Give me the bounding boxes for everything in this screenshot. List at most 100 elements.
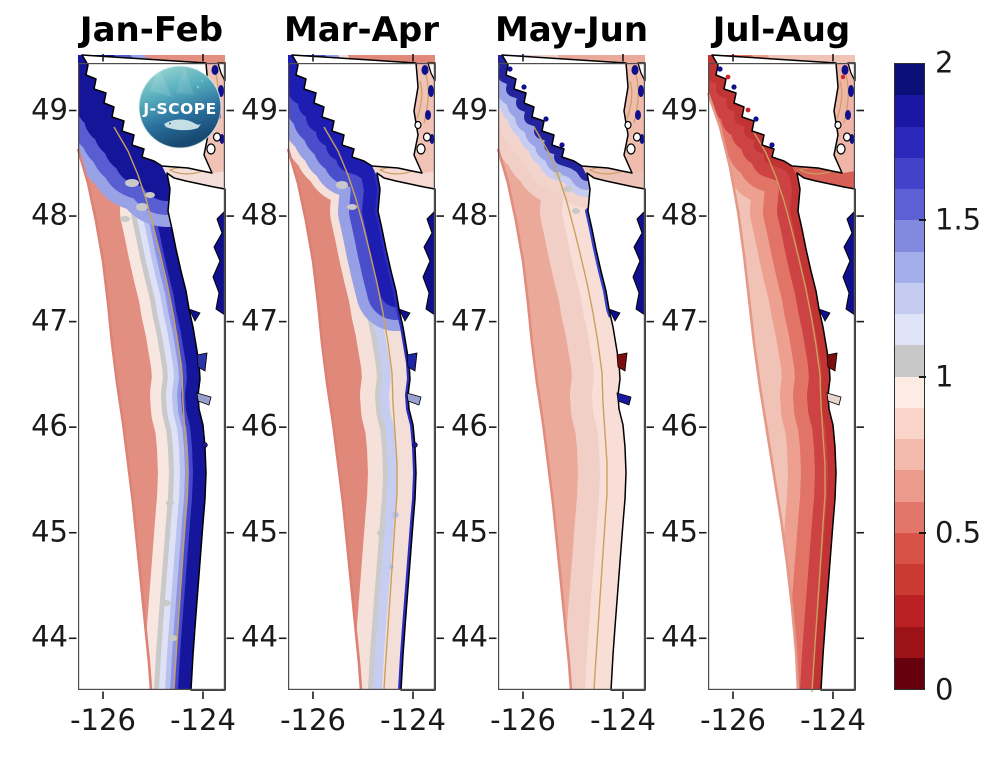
tillamook-bay [412, 442, 418, 448]
y-tick-label: 49 [661, 91, 698, 126]
y-tick-label: 49 [451, 91, 488, 126]
x-tick-label: -126 [490, 703, 556, 737]
colorbar-segment [895, 251, 924, 283]
island [624, 120, 632, 130]
y-tick-label: 44 [31, 619, 68, 654]
x-tick-label: -124 [170, 703, 236, 737]
x-tick-label: -126 [280, 703, 346, 737]
island [422, 132, 432, 142]
y-tick-label: 46 [661, 408, 698, 443]
colorbar-tick-label: 0.5 [935, 515, 982, 550]
island [836, 143, 846, 155]
fjord-water [717, 66, 723, 72]
x-tick-label: -124 [380, 703, 446, 737]
inlet-water [211, 65, 219, 75]
colorbar-segment [895, 657, 924, 689]
colorbar-segment [895, 189, 924, 221]
panel-title: Mar-Apr [283, 10, 440, 50]
x-tick-label: -124 [800, 703, 866, 737]
y-tick-label: 46 [31, 408, 68, 443]
island [212, 132, 222, 142]
colorbar-segment [895, 501, 924, 533]
field-patch [563, 186, 573, 192]
field-patch [145, 192, 155, 198]
contour-line [751, 128, 826, 693]
willapa-bay [196, 352, 208, 372]
field-patch [572, 208, 580, 214]
contour-line [533, 126, 608, 691]
y-tick-label: 45 [451, 514, 488, 549]
colorbar-segment [895, 220, 924, 252]
hood-canal-water [212, 209, 226, 316]
island [414, 120, 422, 130]
georgia-contour [836, 74, 849, 124]
island [632, 132, 642, 142]
panel-border [708, 63, 856, 690]
panel-border [498, 63, 646, 690]
panel-border [78, 63, 226, 690]
colorbar-tick-label: 1 [935, 359, 954, 393]
y-tick-label: 46 [241, 408, 278, 443]
coastal-map-may-jun [489, 54, 654, 699]
panel-title: Jul-Aug [712, 10, 851, 50]
columbia-estuary [196, 392, 212, 406]
fish-icon [164, 119, 201, 131]
field-patch [336, 181, 348, 189]
y-tick-label: 49 [31, 91, 68, 126]
inlet-water [428, 85, 434, 97]
y-tick-label: 49 [241, 91, 278, 126]
tick-marks [489, 54, 654, 699]
y-tick-label: 45 [241, 514, 278, 549]
vancouver-island-land [291, 54, 423, 174]
coastal-map-jul-aug [699, 54, 864, 699]
panel-border [288, 63, 436, 690]
x-tick-label: -126 [700, 703, 766, 737]
colorbar-tick-label: 2 [935, 45, 954, 80]
x-tick-label: -124 [590, 703, 656, 737]
vancouver-island-land [501, 54, 633, 174]
inlet-water [845, 110, 851, 120]
grays-harbor [398, 308, 411, 322]
grays-harbor [818, 308, 831, 322]
plume-rim [286, 148, 363, 691]
y-tick-label: 44 [241, 619, 278, 654]
columbia-estuary [406, 392, 422, 406]
y-tick-label: 48 [241, 197, 278, 232]
tick-marks [699, 54, 864, 699]
y-tick-label: 47 [451, 302, 488, 337]
y-tick-label: 45 [31, 514, 68, 549]
colorbar-segment [895, 470, 924, 502]
fjord-water-red [725, 74, 731, 80]
colorbar-segment [895, 345, 924, 377]
fjord-water [521, 84, 527, 90]
strait-juan-de-fuca [372, 166, 435, 189]
y-tick-label: 45 [661, 514, 698, 549]
inlet-water [848, 85, 854, 97]
panel-title: Jan-Feb [79, 10, 224, 50]
colorbar-segment [895, 157, 924, 189]
field-patch [388, 564, 394, 570]
hood-canal-water [632, 209, 646, 316]
vancouver-island-land [711, 54, 843, 174]
columbia-estuary [616, 392, 632, 406]
willapa-bay [406, 352, 418, 372]
island [626, 143, 636, 155]
field-patch [120, 216, 130, 222]
fjord-water [507, 66, 513, 72]
strait-juan-de-fuca [792, 166, 855, 189]
y-tick-label: 47 [241, 302, 278, 337]
plume-rim [706, 92, 800, 691]
field-patch [161, 600, 171, 606]
field-patch [136, 203, 148, 211]
colorbar-segment [895, 376, 924, 408]
colorbar-segment [895, 439, 924, 471]
hood-canal-water [422, 209, 436, 316]
fjord-water [559, 142, 565, 148]
plume-rim [76, 148, 153, 691]
colorbar [894, 63, 925, 690]
field-patch [168, 635, 178, 641]
tillamook-bay [202, 442, 208, 448]
field-patch [347, 204, 357, 210]
colorbar-segment [895, 282, 924, 314]
